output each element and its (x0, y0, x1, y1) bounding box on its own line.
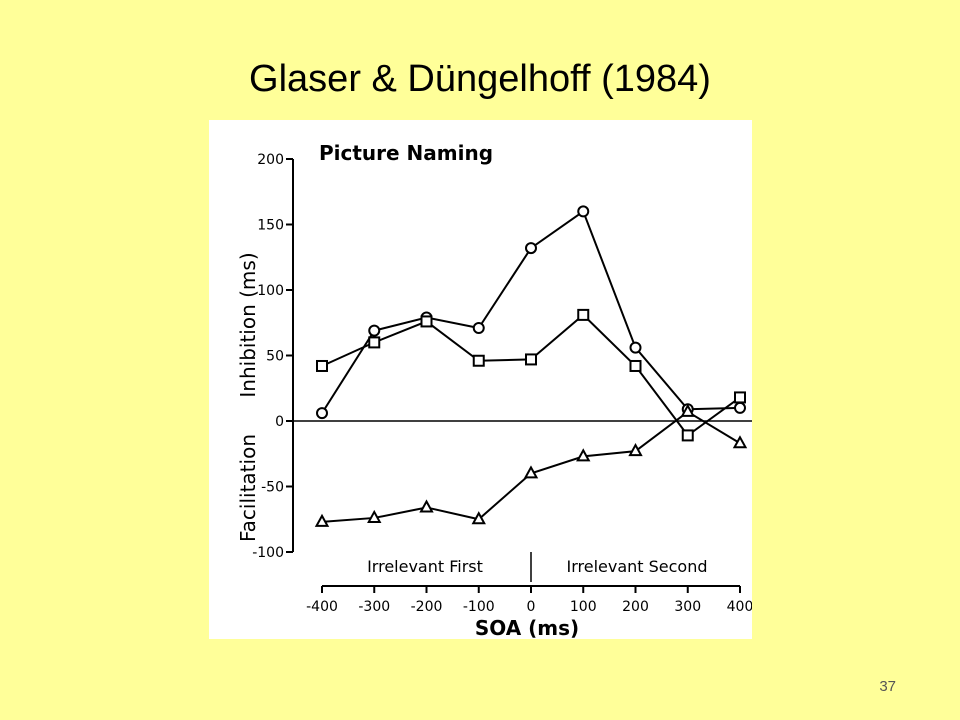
data-point-triangle (576, 448, 591, 462)
data-point-square (577, 308, 590, 321)
series-line-square (321, 313, 741, 437)
region-label-irrelevant-second: Irrelevant Second (566, 557, 707, 576)
data-point-square (525, 353, 537, 366)
data-point-triangle (367, 509, 382, 523)
y-tick-label: 100 (257, 283, 284, 299)
data-point-square (681, 429, 694, 442)
region-label-irrelevant-first: Irrelevant First (367, 557, 483, 576)
x-axis-label: SOA (ms) (475, 616, 579, 639)
x-tick-label: -200 (411, 599, 443, 615)
chart-figure: Picture Naming Inhibition (ms) Facilitat… (209, 120, 752, 639)
x-tick-label: -100 (463, 599, 495, 615)
x-tick-label: 100 (570, 599, 597, 615)
data-point-square (734, 391, 746, 404)
x-tick-label: -400 (306, 599, 338, 615)
chart-title: Picture Naming (319, 141, 493, 165)
x-tick-label: -300 (358, 599, 390, 615)
x-tick-label: 0 (527, 599, 536, 615)
data-point-triangle (732, 435, 748, 449)
data-point-square (420, 315, 433, 328)
data-point-circle (525, 242, 537, 255)
data-point-circle (734, 401, 746, 414)
page-number: 37 (879, 678, 896, 695)
data-point-triangle (471, 511, 486, 525)
slide-title: Glaser & Düngelhoff (1984) (249, 58, 711, 100)
y-axis-label-facilitation: Facilitation (236, 434, 260, 542)
data-point-circle (629, 341, 642, 354)
data-point-circle (368, 324, 381, 337)
data-point-circle (577, 205, 590, 218)
data-point-circle (472, 321, 485, 334)
data-point-square (629, 359, 642, 372)
y-tick-label: 150 (257, 218, 284, 234)
data-point-square (472, 354, 485, 367)
data-point-triangle (314, 513, 330, 527)
x-tick-label: 400 (727, 599, 752, 615)
data-point-triangle (680, 403, 695, 417)
line-chart: Picture Naming Inhibition (ms) Facilitat… (236, 141, 752, 639)
data-point-triangle (628, 443, 643, 457)
y-tick-label: 0 (275, 414, 284, 430)
x-tick-label: 300 (674, 599, 701, 615)
series-line-circle (321, 209, 741, 414)
data-point-triangle (419, 499, 434, 513)
data-point-square (368, 336, 381, 349)
y-tick-label: 200 (257, 152, 284, 168)
y-tick-label: -50 (261, 480, 284, 496)
y-axis-label-inhibition: Inhibition (ms) (236, 252, 260, 397)
x-tick-label: 200 (622, 599, 649, 615)
y-tick-label: -100 (252, 545, 284, 561)
data-point-circle (316, 407, 328, 420)
y-tick-label: 50 (266, 349, 284, 365)
data-point-square (316, 359, 328, 372)
data-point-triangle (523, 465, 539, 479)
